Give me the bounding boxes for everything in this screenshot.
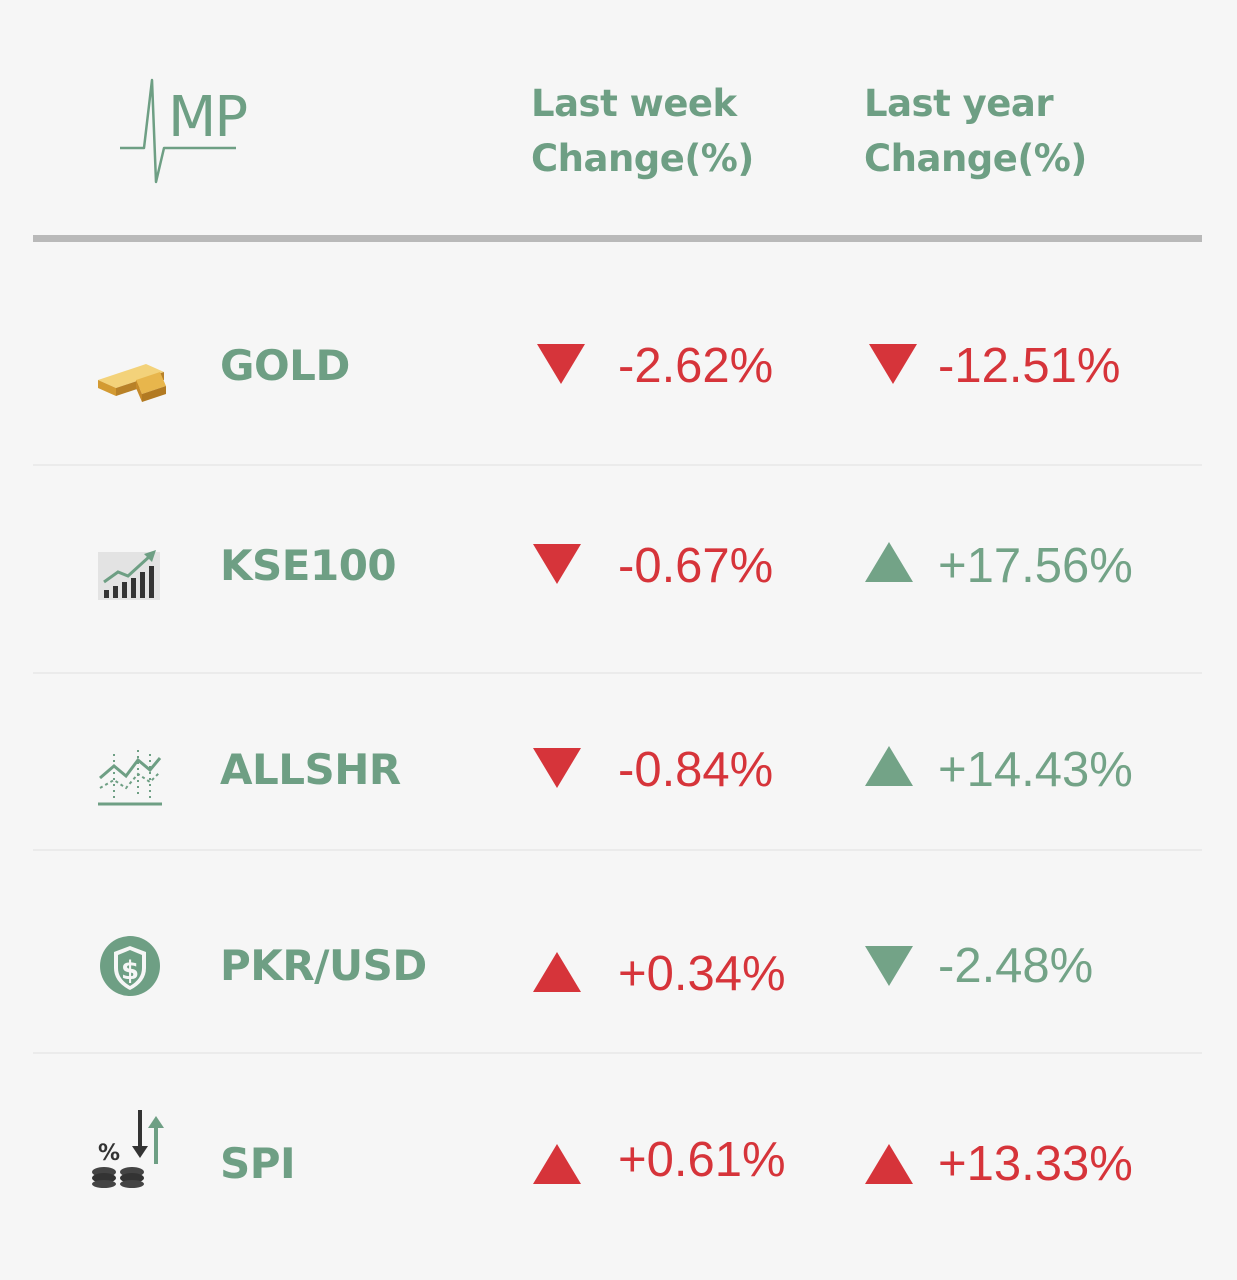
amp-logo: MP (120, 78, 248, 184)
table-row-spi: % SPI +0.61% +13.33% (0, 1104, 1237, 1224)
down-arrow-icon (537, 344, 585, 384)
svg-text:$: $ (121, 956, 139, 986)
asset-name: PKR/USD (220, 941, 427, 990)
asset-name: ALLSHR (220, 745, 401, 794)
table-row-gold: GOLD -2.62% -12.51% (0, 306, 1237, 426)
down-arrow-icon (533, 544, 581, 584)
week-change-value: -2.62% (618, 339, 774, 393)
logo-text: MP (168, 85, 246, 150)
dollar-shield-icon: $ (100, 936, 160, 996)
down-arrow-icon (533, 748, 581, 788)
week-change-value: +0.34% (618, 947, 786, 1001)
up-arrow-icon (533, 1144, 581, 1184)
week-change-value: +0.61% (618, 1133, 786, 1187)
table-row-pkr-usd: $ PKR/USD +0.34% -2.48% (0, 906, 1237, 1026)
header-last-week-line2: Change(%) (531, 137, 754, 180)
header-last-year-line2: Change(%) (864, 137, 1087, 180)
table-row-allshr: ALLSHR -0.84% +14.43% (0, 710, 1237, 830)
up-arrow-icon (865, 1144, 913, 1184)
year-change-value: -12.51% (938, 339, 1121, 393)
header-last-week: Last week Change(%) (531, 76, 754, 186)
gold-bars-icon (98, 364, 166, 402)
up-arrow-icon (865, 746, 913, 786)
line-chart-icon (98, 750, 162, 806)
row-divider (33, 464, 1202, 466)
header-last-year-line1: Last year (864, 82, 1054, 125)
year-change-value: +14.43% (938, 743, 1133, 797)
header-divider (33, 235, 1202, 242)
week-change-value: -0.67% (618, 539, 774, 593)
row-divider (33, 672, 1202, 674)
up-arrow-icon (533, 952, 581, 992)
week-change-value: -0.84% (618, 743, 774, 797)
year-change-value: +17.56% (938, 539, 1133, 593)
row-divider (33, 849, 1202, 851)
asset-name: SPI (220, 1139, 296, 1188)
year-change-value: -2.48% (938, 939, 1094, 993)
up-arrow-icon (865, 542, 913, 582)
header-last-year: Last year Change(%) (864, 76, 1087, 186)
row-divider (33, 1052, 1202, 1054)
year-change-value: +13.33% (938, 1137, 1133, 1191)
table-row-kse100: KSE100 -0.67% +17.56% (0, 506, 1237, 626)
svg-text:%: % (98, 1141, 120, 1166)
bar-chart-growth-icon (98, 550, 160, 600)
down-arrow-icon (869, 344, 917, 384)
header-last-week-line1: Last week (531, 82, 737, 125)
asset-name: KSE100 (220, 541, 397, 590)
percent-coins-icon: % (92, 1110, 164, 1188)
down-arrow-icon (865, 946, 913, 986)
asset-name: GOLD (220, 341, 350, 390)
